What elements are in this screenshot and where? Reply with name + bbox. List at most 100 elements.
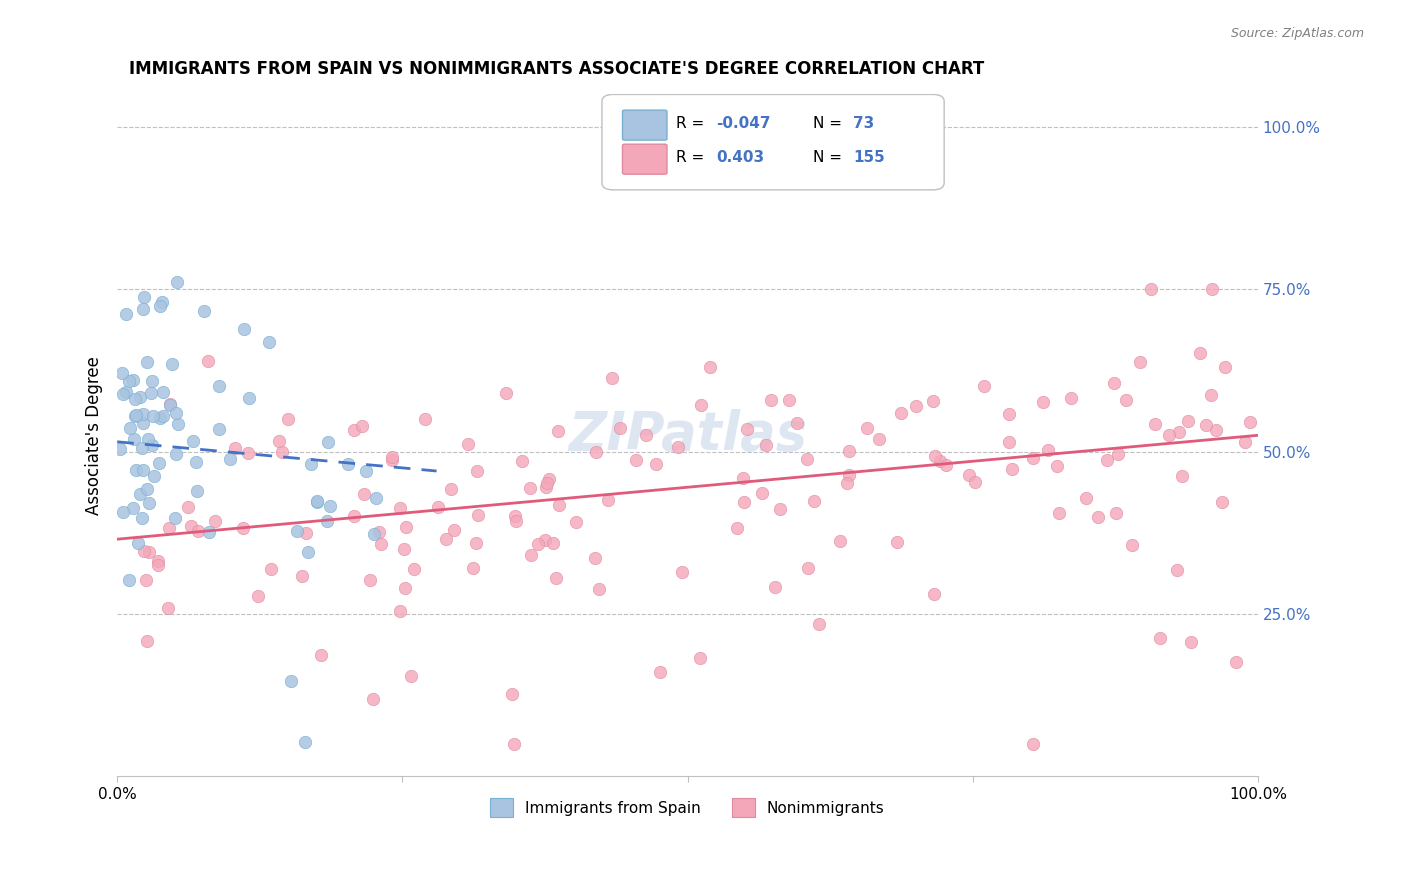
- Point: [299, 458, 322, 472]
- Point: [197, 353, 219, 368]
- Point: [759, 392, 782, 407]
- Point: [645, 457, 668, 471]
- Point: [277, 412, 299, 426]
- Point: [125, 463, 148, 477]
- Point: [181, 434, 204, 449]
- Point: [536, 476, 558, 491]
- Point: [1105, 506, 1128, 520]
- Point: [1171, 469, 1194, 483]
- Point: [495, 385, 517, 400]
- Point: [165, 447, 187, 461]
- Point: [751, 486, 773, 500]
- Point: [122, 501, 145, 516]
- Text: R =: R =: [676, 116, 709, 130]
- Point: [1032, 395, 1054, 409]
- Point: [1115, 392, 1137, 407]
- Point: [138, 495, 160, 509]
- Point: [505, 514, 527, 528]
- Point: [427, 500, 450, 514]
- Point: [187, 524, 209, 538]
- Point: [291, 568, 314, 582]
- Point: [150, 294, 173, 309]
- Point: [139, 386, 162, 401]
- Y-axis label: Associate's Degree: Associate's Degree: [86, 356, 103, 515]
- Point: [131, 417, 153, 431]
- Point: [224, 441, 246, 455]
- Point: [1188, 345, 1211, 359]
- Point: [193, 304, 215, 318]
- Point: [129, 390, 152, 404]
- Point: [1087, 509, 1109, 524]
- Point: [157, 520, 180, 534]
- Point: [1046, 458, 1069, 473]
- Point: [1139, 282, 1161, 296]
- Point: [232, 322, 254, 336]
- Point: [342, 423, 364, 437]
- Point: [998, 434, 1021, 449]
- Point: [1121, 538, 1143, 552]
- Point: [343, 508, 366, 523]
- Point: [160, 357, 183, 371]
- Point: [165, 511, 187, 525]
- Point: [157, 601, 180, 615]
- Point: [165, 406, 187, 420]
- Point: [465, 535, 488, 549]
- Point: [537, 473, 560, 487]
- Point: [148, 456, 170, 470]
- Point: [131, 407, 153, 421]
- Point: [111, 505, 134, 519]
- Point: [152, 385, 174, 400]
- Point: [166, 275, 188, 289]
- Point: [1195, 418, 1218, 433]
- Point: [124, 409, 146, 424]
- Point: [1157, 428, 1180, 442]
- Point: [733, 494, 755, 508]
- Point: [1180, 635, 1202, 649]
- Point: [997, 407, 1019, 421]
- Point: [309, 648, 332, 662]
- Point: [259, 334, 281, 349]
- Point: [1022, 737, 1045, 751]
- Point: [929, 454, 952, 468]
- Point: [838, 443, 860, 458]
- Point: [110, 366, 132, 380]
- Point: [904, 399, 927, 413]
- Point: [890, 405, 912, 419]
- Point: [238, 446, 260, 460]
- Point: [149, 299, 172, 313]
- Text: Source: ZipAtlas.com: Source: ZipAtlas.com: [1230, 27, 1364, 40]
- Point: [957, 468, 980, 483]
- Point: [167, 417, 190, 431]
- Point: [280, 673, 302, 688]
- Point: [565, 515, 588, 529]
- Point: [260, 562, 283, 576]
- Point: [122, 432, 145, 446]
- Text: IMMIGRANTS FROM SPAIN VS NONIMMIGRANTS ASSOCIATE'S DEGREE CORRELATION CHART: IMMIGRANTS FROM SPAIN VS NONIMMIGRANTS A…: [128, 60, 984, 78]
- Point: [294, 735, 316, 749]
- Point: [159, 398, 181, 412]
- Point: [1166, 563, 1188, 577]
- Point: [316, 514, 339, 528]
- Point: [519, 481, 541, 495]
- Point: [389, 501, 412, 516]
- Point: [1225, 655, 1247, 669]
- Point: [1211, 494, 1233, 508]
- Text: N =: N =: [813, 150, 846, 165]
- Point: [963, 475, 986, 489]
- Point: [973, 378, 995, 392]
- Point: [184, 455, 207, 469]
- Point: [141, 438, 163, 452]
- Point: [699, 360, 721, 375]
- Point: [838, 467, 860, 482]
- Point: [1201, 282, 1223, 296]
- Point: [1233, 434, 1256, 449]
- FancyBboxPatch shape: [623, 145, 666, 174]
- Point: [588, 582, 610, 596]
- Point: [666, 441, 689, 455]
- Point: [207, 422, 229, 436]
- Point: [609, 421, 631, 435]
- Point: [125, 409, 148, 423]
- Point: [388, 604, 411, 618]
- Point: [602, 371, 624, 385]
- Point: [132, 301, 155, 316]
